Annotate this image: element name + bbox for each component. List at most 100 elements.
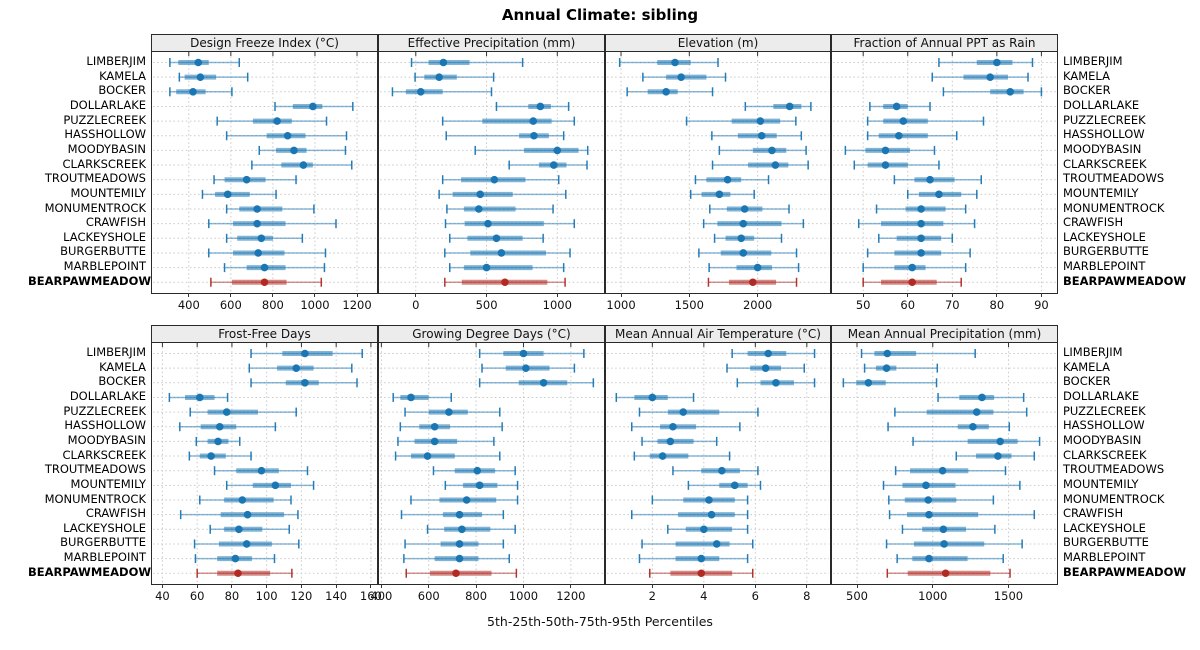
axis-tick-label: 400 — [370, 589, 393, 603]
median-dot — [993, 58, 1001, 67]
percentile-row-puzzlecreek — [189, 407, 297, 417]
median-dot — [445, 408, 453, 416]
percentile-row-bocker — [736, 378, 816, 388]
percentile-row-clarkscreek — [188, 451, 252, 461]
percentile-row-clarkscreek — [633, 451, 731, 461]
median-dot — [455, 540, 464, 548]
station-label-right-1-marblepoint: MARBLEPOINT — [1063, 550, 1146, 565]
percentile-row-limberjim — [169, 58, 241, 67]
axis-tick — [230, 293, 232, 297]
station-label-right-0-limberjim: LIMBERJIM — [1063, 54, 1123, 68]
median-dot — [756, 117, 765, 125]
axis-tick-label: 1000 — [300, 298, 330, 312]
axis-tick — [862, 293, 864, 297]
median-dot — [669, 422, 677, 431]
percentile-row-lackeyshole — [209, 524, 291, 534]
median-dot — [941, 569, 950, 578]
percentile-row-clarkscreek — [955, 451, 1036, 461]
axis-tick-label: 800 — [261, 298, 284, 312]
percentile-row-hasshollow — [225, 131, 348, 141]
axis-tick-label: 40 — [155, 589, 170, 603]
station-label-right-1-bocker: BOCKER — [1063, 374, 1111, 389]
station-label-right-1-kamela: KAMELA — [1063, 359, 1110, 374]
median-dot — [994, 452, 1002, 460]
percentile-legend-caption: 5th-25th-50th-75th-95th Percentiles — [487, 614, 713, 629]
station-label-right-0-marblepoint: MARBLEPOINT — [1063, 259, 1146, 274]
station-label-right-0-troutmeadows: TROUTMEADOWS — [1063, 171, 1165, 186]
percentile-row-crawfish — [888, 510, 1036, 520]
percentile-row-limberjim — [250, 349, 363, 358]
percentile-row-burgerbutte — [444, 248, 571, 258]
median-dot — [718, 466, 726, 475]
station-label-right-1-burgerbutte: BURGERBUTTE — [1063, 535, 1149, 550]
percentile-row-limberjim — [938, 58, 1034, 67]
median-dot — [917, 219, 925, 228]
median-dot — [473, 466, 482, 475]
station-label-right-0-puzzlecreek: PUZZLECREEK — [1063, 112, 1146, 127]
median-dot — [497, 249, 506, 257]
panel-plot-elevation-m — [605, 52, 831, 294]
percentile-row-troutmeadows — [213, 466, 309, 476]
station-label-right-1-clarkscreek: CLARKSCREEK — [1063, 447, 1147, 462]
panel-fraction-of-annual-ppt-as-rain: Fraction of Annual PPT as Rain 50 60 70 80 90 — [831, 34, 1058, 318]
median-dot — [423, 452, 432, 460]
station-label-left-0-clarkscreek: CLARKSCREEK — [62, 156, 147, 171]
median-dot — [864, 379, 873, 387]
axis-tick-label: 600 — [417, 589, 440, 603]
percentile-row-bearpawmeadow — [649, 568, 754, 578]
station-label-left-1-marblepoint: MARBLEPOINT — [63, 550, 146, 565]
percentile-row-clarkscreek — [711, 160, 809, 170]
panel-design-freeze-index-c: Design Freeze Index (°C) 400 600 800 1000 120… — [151, 34, 378, 318]
axis-tick-label: 90 — [1034, 298, 1049, 312]
percentile-row-dollarlake — [744, 101, 812, 111]
median-dot — [882, 364, 891, 372]
median-dot — [539, 379, 548, 387]
percentile-row-mountemily — [201, 189, 277, 199]
axis-tick — [161, 584, 163, 588]
median-dot — [234, 569, 242, 578]
median-dot — [242, 175, 251, 184]
station-label-left-0-crawfish: CRAWFISH — [85, 215, 146, 230]
station-label-right-1-crawfish: CRAWFISH — [1063, 506, 1124, 521]
station-label-left-0-mountemily: MOUNTEMILY — [70, 185, 146, 200]
axis-tick-label: 1000 — [542, 298, 572, 312]
median-dot — [996, 437, 1004, 446]
axis-tick — [475, 584, 477, 588]
median-dot — [430, 422, 439, 431]
median-dot — [757, 131, 766, 140]
axis-tick-label: 100 — [255, 589, 278, 603]
percentile-row-crawfish — [208, 219, 337, 229]
median-dot — [1006, 88, 1015, 96]
axis-tick-label: 160 — [359, 589, 382, 603]
median-dot — [771, 161, 780, 169]
percentile-row-mountemily — [687, 480, 762, 490]
percentile-row-limberjim — [731, 349, 816, 358]
axis-tick — [703, 584, 705, 588]
station-label-left-1-puzzlecreek: PUZZLECREEK — [63, 403, 146, 418]
axis-tick-label: 0 — [412, 298, 420, 312]
median-dot — [214, 437, 222, 446]
axis-tick — [356, 293, 358, 297]
median-dot — [764, 349, 773, 358]
axis-tick — [806, 584, 808, 588]
percentile-row-clarkscreek — [508, 160, 588, 170]
percentile-row-puzzlecreek — [866, 116, 985, 126]
percentile-row-bocker — [478, 378, 595, 388]
axis-tick — [266, 584, 268, 588]
median-dot — [739, 219, 748, 228]
median-dot — [530, 131, 538, 140]
percentile-row-burgerbutte — [866, 248, 971, 258]
percentile-row-bearpawmeadow — [862, 277, 962, 287]
percentile-row-dollarlake — [168, 392, 229, 402]
panel-strip-frost-free-days: Frost-Free Days — [151, 325, 378, 343]
median-dot — [986, 73, 994, 81]
percentile-row-kamela — [414, 72, 495, 82]
median-dot — [529, 117, 538, 125]
median-dot — [730, 481, 739, 490]
station-label-left-0-bocker: BOCKER — [98, 83, 146, 98]
station-label-right-0-crawfish: CRAWFISH — [1063, 215, 1124, 230]
percentile-row-bearpawmeadow — [405, 568, 518, 578]
percentile-row-puzzlecreek — [216, 116, 328, 126]
station-label-right-0-moodybasin: MOODYBASIN — [1063, 141, 1142, 156]
axis-tick-label: 60 — [189, 589, 205, 603]
